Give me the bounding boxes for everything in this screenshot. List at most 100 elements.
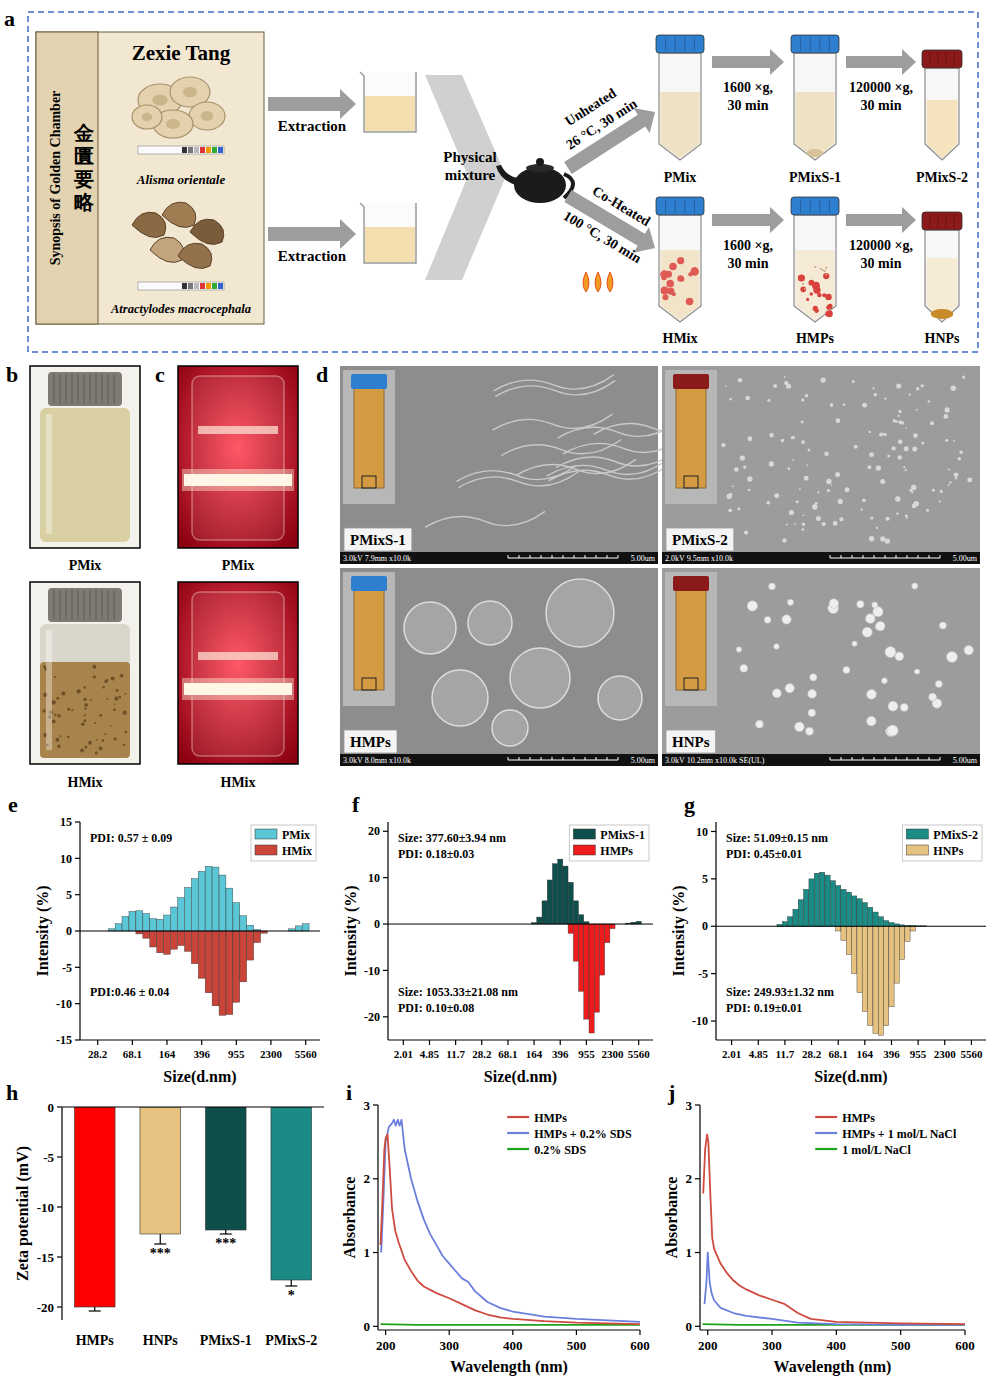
y-tick-label: 10	[368, 871, 380, 885]
texture	[880, 536, 885, 541]
texture	[897, 455, 901, 459]
scale-tick	[929, 757, 930, 760]
panel-frame	[28, 12, 978, 352]
y-tick	[383, 970, 388, 971]
y-tick-label: -20	[37, 1300, 54, 1315]
texture	[845, 487, 850, 492]
bar	[178, 931, 185, 946]
legend-swatch	[573, 845, 595, 855]
y-tick-label: -15	[37, 1250, 55, 1265]
x-axis-title: Wavelength (nm)	[774, 1358, 892, 1376]
photo-label: PMix	[69, 558, 102, 573]
bar	[191, 879, 198, 931]
texture	[861, 508, 863, 510]
texture	[827, 489, 830, 492]
y-tick	[383, 877, 388, 878]
bar	[910, 926, 915, 931]
y-tick	[695, 1104, 700, 1105]
particle	[812, 282, 820, 290]
photo-frame	[178, 366, 298, 548]
cap-ridge	[84, 590, 85, 620]
beam-glow	[182, 469, 294, 491]
zero-line	[80, 931, 320, 932]
particle	[54, 713, 57, 716]
y-tick-label: 15	[60, 815, 72, 829]
info-bar	[662, 754, 980, 766]
x-tick-label: 396	[883, 1048, 900, 1060]
legend-swatch	[255, 829, 277, 839]
y-axis-title: Zeta potential (mV)	[14, 1146, 32, 1281]
texture	[898, 439, 903, 444]
x-axis-title: Size(d.nm)	[484, 1068, 557, 1086]
x-tick	[305, 1040, 306, 1045]
nanoparticle	[946, 651, 957, 662]
cap-ridge	[114, 590, 115, 620]
tube-liquid	[927, 258, 958, 320]
bar	[846, 892, 851, 926]
bar	[558, 859, 563, 924]
bar	[150, 931, 157, 947]
y-tick-label: 0	[66, 924, 72, 938]
particle	[825, 273, 827, 275]
legend-swatch	[573, 829, 595, 839]
bar	[74, 1107, 115, 1307]
particle	[83, 698, 86, 701]
photo-glow	[178, 582, 298, 764]
particle	[104, 733, 106, 735]
texture	[728, 508, 732, 512]
bar	[584, 924, 589, 1019]
particle	[661, 286, 669, 294]
chart-line: 0123Absorbance200300400500600Wavelength …	[341, 1098, 650, 1376]
bar	[164, 915, 171, 931]
herb-piece	[162, 202, 196, 227]
legend-label: PMix	[282, 828, 310, 842]
nanoparticle	[805, 727, 813, 735]
nanoparticle	[808, 709, 816, 717]
scale-tick	[508, 555, 509, 558]
bar	[568, 924, 573, 933]
cap-ridge	[665, 37, 666, 51]
nanoparticle	[900, 703, 908, 711]
photo-frame	[178, 582, 298, 764]
nanoparticle	[740, 664, 748, 672]
bar	[820, 872, 825, 926]
particle	[92, 665, 96, 669]
bar	[579, 924, 584, 991]
panel-letter: e	[8, 792, 18, 817]
scale-tick	[607, 757, 608, 760]
nanoparticle	[912, 583, 918, 589]
texture	[882, 433, 884, 435]
cap-ridge	[102, 590, 103, 620]
color-chip	[218, 147, 223, 153]
texture	[501, 440, 621, 456]
annotation: PDI: 0.10±0.08	[398, 1001, 474, 1015]
texture	[729, 493, 732, 496]
particle	[120, 674, 124, 678]
panel-a: Synopsis of Golden Chamber金匱要略Zexie Tang…	[28, 12, 978, 352]
figure: abcdefghijSynopsis of Golden Chamber金匱要略…	[0, 0, 1000, 1384]
step-label: Physicalmixture	[443, 149, 496, 183]
ruler	[138, 146, 224, 154]
particle	[102, 686, 104, 688]
inset-tube	[354, 590, 384, 690]
nanoparticle	[769, 583, 776, 590]
x-tick	[771, 1330, 772, 1335]
particle	[815, 309, 819, 313]
texture	[911, 491, 913, 493]
scale-tick	[618, 757, 619, 760]
y-tick	[75, 967, 80, 968]
arrow	[268, 89, 356, 119]
inset-box	[684, 678, 698, 690]
texture	[898, 410, 901, 413]
bar	[171, 907, 178, 931]
texture	[913, 433, 918, 438]
legend: PMixS-2HNPs	[902, 825, 982, 861]
cap-ridge	[54, 590, 55, 620]
arrow	[846, 207, 916, 233]
scale-tick	[830, 757, 831, 760]
texture	[870, 517, 873, 520]
legend-label: HMix	[282, 844, 312, 858]
cap-ridge	[954, 52, 955, 66]
x-axis	[378, 1329, 640, 1330]
nanoparticle	[881, 678, 887, 684]
